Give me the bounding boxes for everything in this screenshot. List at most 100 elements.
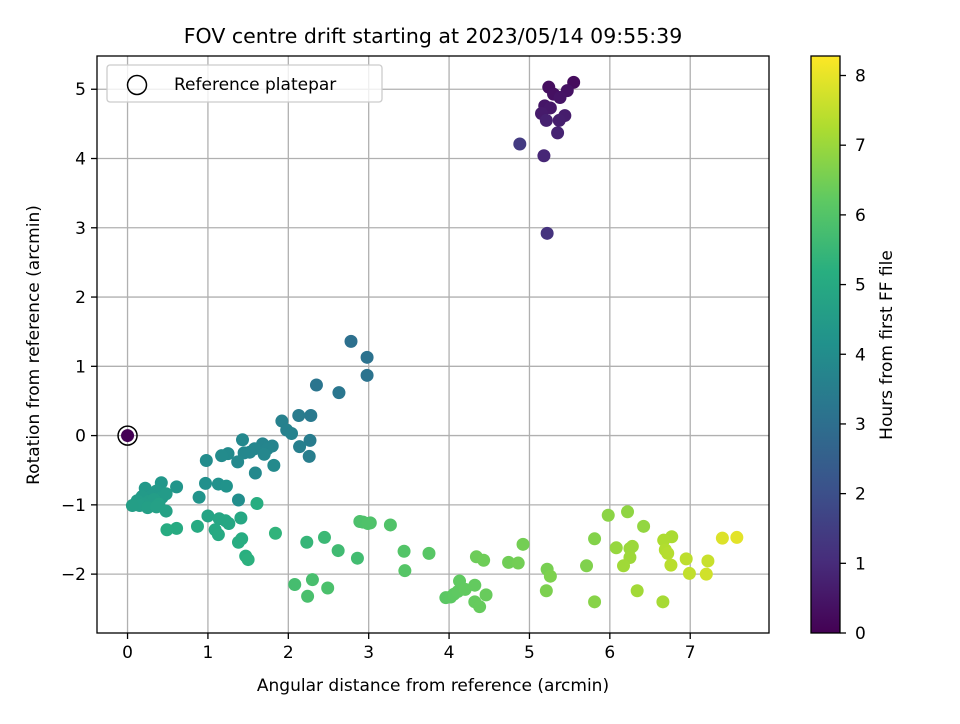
colorbar-tick-label: 5 bbox=[855, 276, 866, 296]
data-point bbox=[588, 532, 602, 546]
data-point bbox=[553, 91, 567, 105]
data-point bbox=[285, 427, 299, 441]
data-point bbox=[159, 487, 173, 501]
y-tick-label: −1 bbox=[61, 496, 86, 516]
data-point bbox=[397, 544, 411, 558]
data-point bbox=[241, 553, 255, 567]
data-point bbox=[292, 408, 306, 422]
data-point bbox=[539, 113, 553, 127]
colorbar-tick-label: 2 bbox=[855, 485, 866, 505]
data-point bbox=[657, 533, 671, 547]
data-point bbox=[630, 584, 644, 598]
colorbar-label: Hours from first FF file bbox=[877, 250, 897, 440]
data-point bbox=[360, 350, 374, 364]
x-tick-label: 7 bbox=[685, 643, 696, 663]
colorbar-tick-label: 1 bbox=[855, 554, 866, 574]
data-point bbox=[170, 521, 184, 535]
y-axis-label: Rotation from reference (arcmin) bbox=[24, 205, 44, 485]
data-point bbox=[539, 584, 553, 598]
data-point bbox=[383, 518, 397, 532]
data-point bbox=[303, 433, 317, 447]
data-point bbox=[511, 556, 525, 570]
data-point bbox=[215, 449, 229, 463]
reference-platepar-marker bbox=[117, 425, 138, 446]
grid-lines bbox=[97, 56, 769, 633]
data-point bbox=[293, 440, 307, 454]
data-point bbox=[637, 519, 651, 533]
data-point bbox=[360, 368, 374, 382]
legend-label: Reference platepar bbox=[174, 75, 336, 95]
data-point bbox=[332, 386, 346, 400]
data-point bbox=[609, 541, 623, 555]
data-point bbox=[621, 505, 635, 519]
data-point bbox=[211, 528, 225, 542]
y-tick-label: 4 bbox=[75, 150, 86, 170]
data-point bbox=[190, 519, 204, 533]
data-point bbox=[231, 493, 245, 507]
colorbar-tick-label: 7 bbox=[855, 136, 866, 156]
data-point bbox=[580, 559, 594, 573]
data-point bbox=[235, 433, 249, 447]
data-point bbox=[540, 226, 554, 240]
y-tick-label: 3 bbox=[75, 219, 86, 239]
legend: Reference platepar bbox=[106, 64, 383, 103]
data-point bbox=[661, 546, 675, 560]
data-point bbox=[231, 535, 245, 549]
x-tick-label: 4 bbox=[444, 643, 455, 663]
y-tick-label: 1 bbox=[75, 357, 86, 377]
x-tick-label: 3 bbox=[363, 643, 374, 663]
data-point bbox=[398, 564, 412, 578]
data-point bbox=[304, 408, 318, 422]
chart-title: FOV centre drift starting at 2023/05/14 … bbox=[184, 24, 683, 48]
data-point bbox=[625, 539, 639, 553]
data-point bbox=[237, 446, 251, 460]
data-point bbox=[361, 517, 375, 531]
data-point bbox=[344, 334, 358, 348]
data-point bbox=[159, 504, 173, 518]
data-point bbox=[121, 429, 135, 443]
data-point bbox=[656, 595, 670, 609]
data-point bbox=[422, 546, 436, 560]
data-point bbox=[537, 149, 551, 163]
x-ticks: 0 1 2 3 4 5 6 7 bbox=[122, 633, 696, 663]
data-point bbox=[516, 537, 530, 551]
data-point bbox=[551, 126, 565, 140]
data-point bbox=[468, 578, 482, 592]
x-tick-label: 1 bbox=[203, 643, 214, 663]
data-point bbox=[730, 530, 744, 544]
data-point bbox=[125, 499, 139, 513]
data-point bbox=[321, 581, 335, 595]
data-point bbox=[267, 458, 281, 472]
colorbar-tick-label: 4 bbox=[855, 345, 866, 365]
colorbar-ticks: 0 1 2 3 4 5 6 7 8 bbox=[840, 67, 866, 644]
legend-reference-marker bbox=[126, 74, 148, 96]
plot-area-frame bbox=[96, 55, 770, 634]
data-point bbox=[701, 554, 715, 568]
data-point bbox=[301, 589, 315, 603]
data-point bbox=[268, 526, 282, 540]
data-point bbox=[715, 531, 729, 545]
data-point bbox=[477, 553, 491, 567]
data-point bbox=[617, 559, 631, 573]
data-point bbox=[513, 137, 527, 151]
data-point bbox=[170, 480, 184, 494]
y-tick-label: 5 bbox=[75, 80, 86, 100]
x-tick-label: 2 bbox=[283, 643, 294, 663]
data-point bbox=[288, 578, 302, 592]
data-point bbox=[305, 573, 319, 587]
data-points bbox=[117, 75, 744, 614]
data-point bbox=[300, 535, 314, 549]
data-point bbox=[192, 490, 206, 504]
x-tick-label: 5 bbox=[524, 643, 535, 663]
x-axis-label: Angular distance from reference (arcmin) bbox=[257, 676, 609, 696]
data-point bbox=[219, 479, 233, 493]
data-point bbox=[231, 455, 245, 469]
data-point bbox=[199, 476, 213, 490]
data-point bbox=[250, 496, 264, 510]
y-tick-label: 0 bbox=[75, 427, 86, 447]
data-point bbox=[479, 588, 493, 602]
data-point bbox=[502, 555, 516, 569]
data-point bbox=[160, 523, 174, 537]
data-point bbox=[309, 378, 323, 392]
